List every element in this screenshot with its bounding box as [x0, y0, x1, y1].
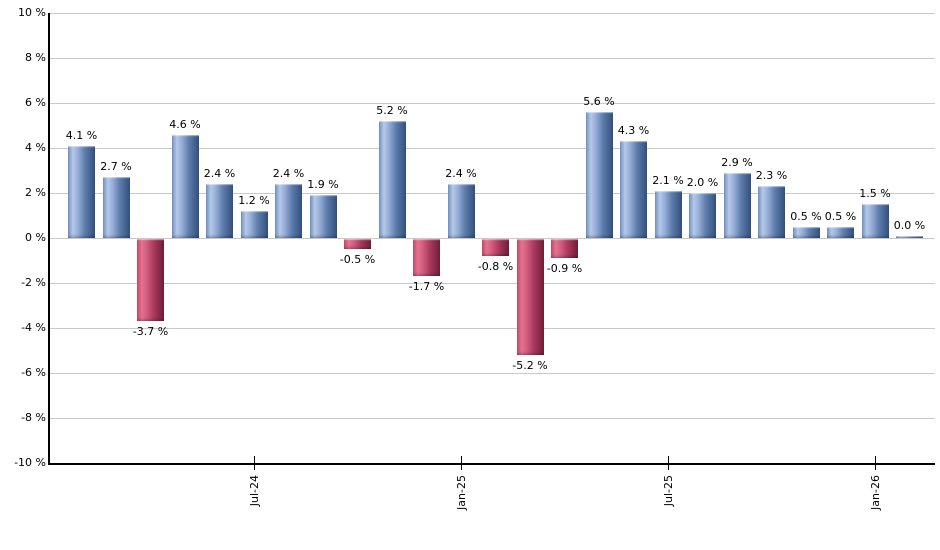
gridline: [50, 58, 935, 59]
y-tick-label: -2 %: [21, 276, 46, 289]
bar-positive: [585, 112, 613, 238]
y-tick-label: 6 %: [25, 96, 46, 109]
y-tick-label: -4 %: [21, 321, 46, 334]
y-tick-label: -6 %: [21, 366, 46, 379]
bar-value-label: 2.9 %: [721, 155, 753, 169]
bar-value-label: 2.7 %: [100, 160, 132, 174]
y-tick-label: 10 %: [18, 6, 46, 19]
bar-positive: [240, 211, 268, 238]
y-tick-label: -10 %: [14, 456, 46, 469]
y-tick-label: 4 %: [25, 141, 46, 154]
bar-value-label: 1.2 %: [238, 194, 270, 207]
bar-value-label: 0.0 %: [893, 219, 926, 232]
bar-positive: [206, 184, 233, 238]
gridline: [50, 283, 935, 284]
y-tick-label: -8 %: [21, 411, 46, 424]
x-tick-label-text: Jul-25: [661, 475, 675, 507]
x-tick-label-text: Jan-25: [454, 475, 468, 510]
bar-value-label: -0.5 %: [339, 253, 376, 267]
gridline: [50, 148, 935, 149]
bar-positive: [792, 226, 820, 238]
bar-positive: [620, 141, 647, 238]
gridline: [50, 193, 935, 194]
bar-value-label: -3.7 %: [132, 325, 169, 339]
x-axis-tick-mark: [874, 456, 876, 470]
bar-value-label: 2.4 %: [445, 167, 477, 180]
bar-positive: [171, 134, 199, 238]
bar-negative: [551, 239, 578, 259]
bar-negative: [516, 239, 544, 355]
bar-positive: [447, 184, 475, 238]
bar-value-label: 4.6 %: [169, 117, 201, 131]
bar-value-label: -5.2 %: [512, 359, 548, 372]
bar-value-label: 4.1 %: [65, 128, 98, 142]
bar-value-label: 2.3 %: [755, 169, 788, 183]
bar-positive: [68, 145, 95, 238]
bar-value-label: 2.4 %: [203, 167, 236, 180]
x-tick-label-text: Jan-26: [868, 475, 882, 510]
bar-positive: [654, 190, 682, 238]
bar-negative: [482, 239, 509, 256]
bar-positive: [309, 195, 337, 238]
bar-value-label: -1.7 %: [408, 280, 445, 294]
bar-value-label: 2.0 %: [686, 176, 719, 189]
gridline: [50, 418, 935, 419]
y-tick-label: 8 %: [25, 51, 46, 64]
gridline: [50, 328, 935, 329]
y-axis-line: [48, 13, 50, 465]
bar-positive: [861, 204, 889, 238]
bar-value-label: 0.5 %: [824, 209, 857, 223]
bar-value-label: 1.5 %: [859, 187, 891, 201]
x-axis-line: [48, 463, 935, 465]
bar-positive: [827, 226, 854, 238]
bar-negative: [413, 239, 440, 277]
bar-value-label: 5.6 %: [583, 95, 615, 108]
x-axis-tick-mark: [253, 456, 255, 470]
bar-value-label: 5.2 %: [376, 104, 408, 117]
bar-value-label: 0.5 %: [790, 209, 822, 223]
x-axis-tick-mark: [667, 456, 669, 470]
bar-positive: [896, 236, 923, 238]
bar-value-label: 2.1 %: [652, 173, 684, 187]
bar-negative: [137, 239, 164, 322]
gridline: [50, 373, 935, 374]
bar-value-label: 1.9 %: [307, 178, 339, 192]
x-tick-label-text: Jul-24: [247, 475, 261, 507]
bar-positive: [275, 184, 302, 238]
bar-positive: [102, 177, 130, 238]
x-axis-tick-mark: [460, 456, 462, 470]
bar-negative: [344, 239, 371, 250]
gridline: [50, 103, 935, 104]
bar-value-label: 4.3 %: [617, 124, 650, 138]
bar-positive: [378, 121, 406, 238]
bar-positive: [723, 172, 751, 238]
y-tick-label: 2 %: [25, 186, 46, 199]
bar-positive: [758, 186, 785, 238]
bar-value-label: 2.4 %: [272, 167, 305, 180]
bar-positive: [689, 193, 716, 238]
y-tick-label: 0 %: [25, 231, 46, 244]
bar-value-label: -0.8 %: [477, 260, 514, 273]
gridline: [50, 13, 935, 14]
bar-value-label: -0.9 %: [546, 262, 583, 276]
gridline: [50, 238, 935, 239]
